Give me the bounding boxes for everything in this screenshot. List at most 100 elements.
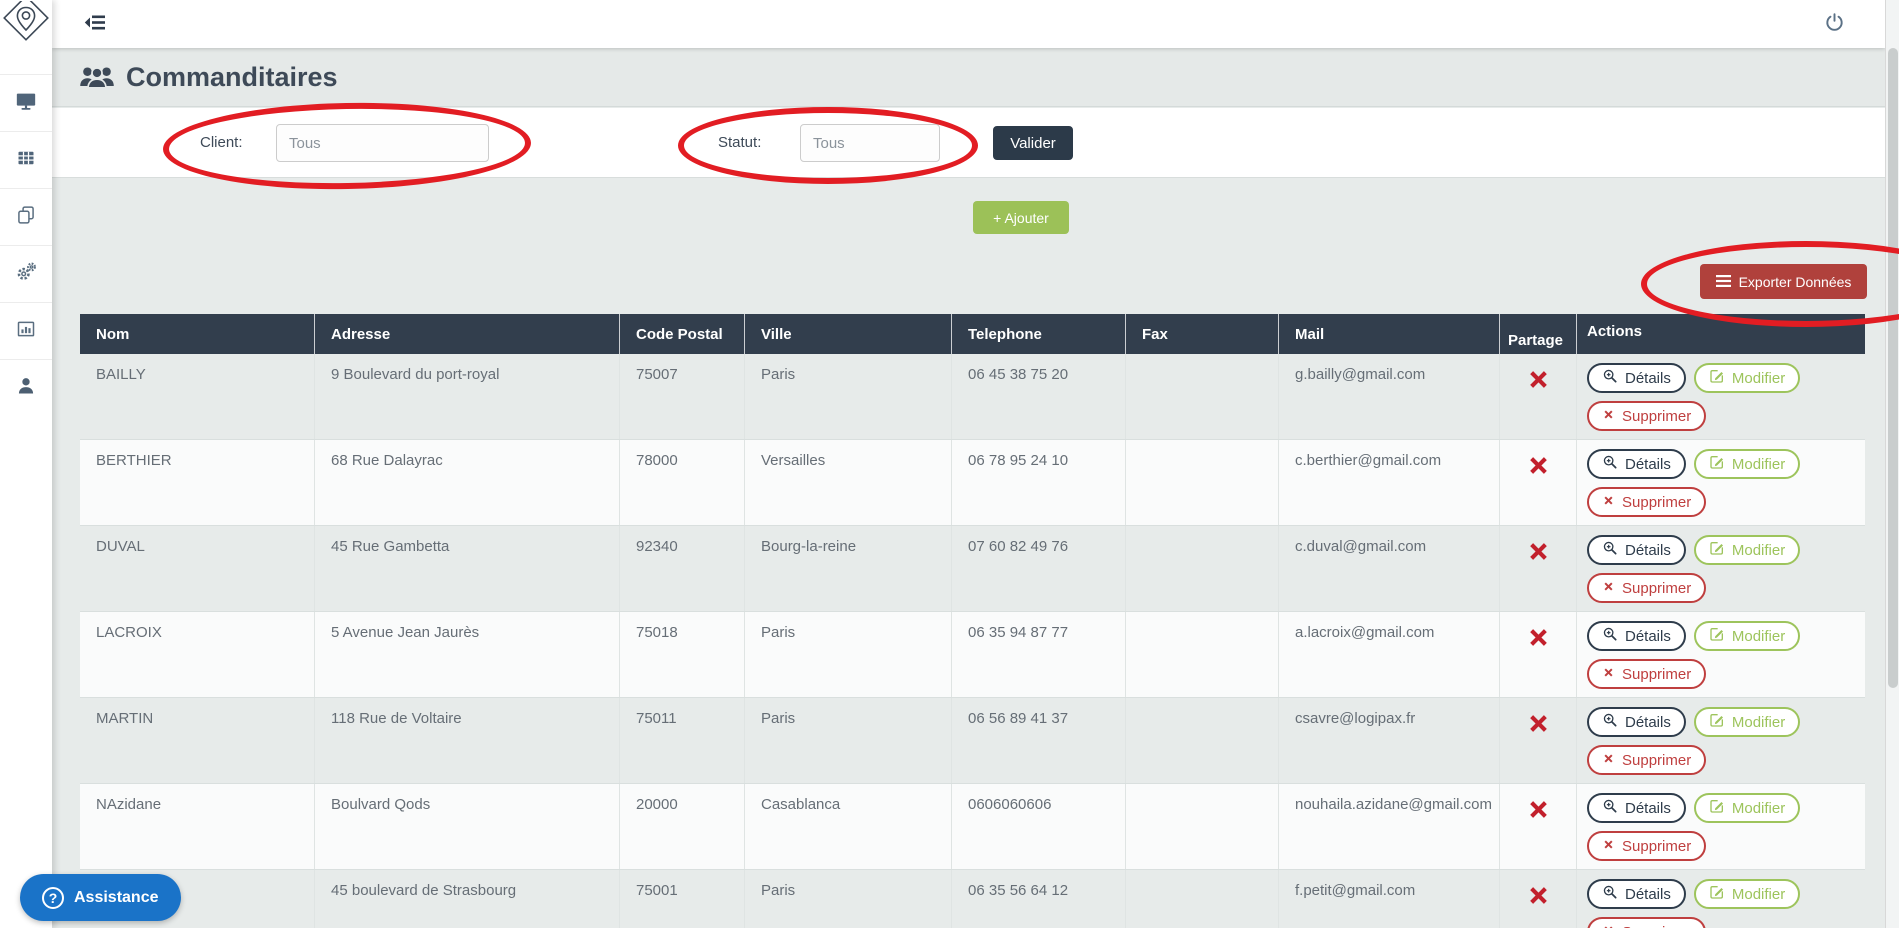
table-row: NAzidane Boulvard Qods 20000 Casablanca … bbox=[80, 784, 1865, 870]
statut-filter-value: Tous bbox=[813, 134, 845, 152]
supprimer-button[interactable]: Supprimer bbox=[1587, 487, 1707, 517]
cell-nom: DUVAL bbox=[80, 526, 315, 611]
power-icon[interactable] bbox=[1824, 12, 1845, 38]
main-content: Commanditaires Client: Tous Statut: Tous… bbox=[52, 48, 1885, 928]
zoom-in-icon bbox=[1602, 798, 1618, 818]
cell-fax bbox=[1126, 784, 1279, 869]
cell-telephone: 06 35 56 64 12 bbox=[952, 870, 1126, 928]
supprimer-button-label: Supprimer bbox=[1622, 751, 1692, 769]
supprimer-button-label: Supprimer bbox=[1622, 924, 1691, 928]
col-header-codepostal: Code Postal bbox=[620, 314, 745, 354]
delete-x-icon bbox=[1602, 924, 1615, 928]
details-button[interactable]: Détails bbox=[1587, 363, 1686, 393]
details-button-label: Détails bbox=[1625, 541, 1671, 559]
cell-partage bbox=[1500, 354, 1577, 439]
partage-no-icon bbox=[1525, 366, 1552, 439]
filter-bar: Client: Tous Statut: Tous Valider bbox=[52, 108, 1885, 178]
statut-filter-select[interactable]: Tous bbox=[800, 124, 940, 162]
cell-mail: c.duval@gmail.com bbox=[1279, 526, 1500, 611]
zoom-in-icon bbox=[1602, 368, 1618, 388]
partage-no-icon bbox=[1525, 452, 1552, 525]
sidebar-item-tables[interactable] bbox=[0, 131, 52, 188]
table-row: LACROIX 5 Avenue Jean Jaurès 75018 Paris… bbox=[80, 612, 1865, 698]
sidebar-toggle-icon[interactable] bbox=[84, 14, 106, 36]
col-header-nom: Nom bbox=[80, 314, 315, 354]
cell-codepostal: 20000 bbox=[620, 784, 745, 869]
modifier-button[interactable]: Modifier bbox=[1693, 793, 1801, 823]
cell-adresse: 45 Rue Gambetta bbox=[315, 526, 620, 611]
valider-button[interactable]: Valider bbox=[993, 126, 1073, 160]
details-button[interactable]: Détails bbox=[1587, 621, 1686, 651]
sidebar-item-documents[interactable] bbox=[0, 188, 52, 245]
gears-icon bbox=[15, 261, 37, 288]
partage-no-icon bbox=[1525, 538, 1552, 611]
delete-x-icon bbox=[1602, 838, 1615, 855]
export-button[interactable]: Exporter Données bbox=[1700, 264, 1867, 299]
details-button[interactable]: Détails bbox=[1587, 535, 1686, 565]
col-header-mail: Mail bbox=[1279, 314, 1500, 354]
user-icon bbox=[16, 376, 36, 401]
client-filter-select[interactable]: Tous bbox=[276, 124, 489, 162]
modifier-button[interactable]: Modifier bbox=[1693, 707, 1801, 737]
sidebar-item-stats[interactable] bbox=[0, 302, 52, 359]
supprimer-button[interactable]: Supprimer bbox=[1587, 401, 1707, 431]
edit-icon bbox=[1709, 368, 1725, 388]
cell-ville: Paris bbox=[745, 612, 952, 697]
delete-x-icon bbox=[1602, 494, 1615, 511]
sidebar-item-dashboard[interactable] bbox=[0, 74, 52, 131]
ajouter-button[interactable]: + Ajouter bbox=[973, 201, 1069, 234]
table-header: Nom Adresse Code Postal Ville Telephone … bbox=[80, 314, 1865, 354]
client-filter-value: Tous bbox=[289, 134, 321, 152]
details-button[interactable]: Détails bbox=[1587, 707, 1686, 737]
delete-x-icon bbox=[1602, 408, 1615, 425]
assistance-button[interactable]: ? Assistance bbox=[20, 874, 181, 921]
details-button[interactable]: Détails bbox=[1587, 449, 1686, 479]
modifier-button[interactable]: Modifier bbox=[1693, 535, 1801, 565]
cell-fax bbox=[1126, 870, 1279, 928]
cell-fax bbox=[1126, 354, 1279, 439]
export-button-label: Exporter Données bbox=[1738, 273, 1852, 290]
supprimer-button-label: Supprimer bbox=[1622, 579, 1692, 597]
cell-mail: c.berthier@gmail.com bbox=[1279, 440, 1500, 525]
cell-codepostal: 75007 bbox=[620, 354, 745, 439]
cell-telephone: 06 45 38 75 20 bbox=[952, 354, 1126, 439]
modifier-button[interactable]: Modifier bbox=[1693, 363, 1801, 393]
scrollbar[interactable] bbox=[1885, 0, 1899, 928]
details-button[interactable]: Détails bbox=[1587, 879, 1686, 909]
zoom-in-icon bbox=[1602, 540, 1618, 560]
map-pin-diamond-logo-icon bbox=[2, 0, 50, 74]
cell-actions: Détails Modifier bbox=[1577, 698, 1865, 783]
details-button[interactable]: Détails bbox=[1587, 793, 1686, 823]
cell-ville: Paris bbox=[745, 354, 952, 439]
partage-no-icon bbox=[1525, 796, 1552, 869]
cell-partage bbox=[1500, 784, 1577, 869]
col-header-partage: Partage bbox=[1500, 314, 1577, 354]
assistance-button-label: Assistance bbox=[74, 888, 159, 906]
scrollbar-thumb[interactable] bbox=[1888, 48, 1898, 688]
table-row: BAILLY 9 Boulevard du port-royal 75007 P… bbox=[80, 354, 1865, 440]
modifier-button-label: Modifier bbox=[1731, 713, 1786, 731]
col-header-fax: Fax bbox=[1126, 314, 1279, 354]
modifier-button[interactable]: Modifier bbox=[1693, 449, 1801, 479]
supprimer-button[interactable]: Supprimer bbox=[1587, 917, 1707, 928]
supprimer-button[interactable]: Supprimer bbox=[1587, 831, 1707, 861]
modifier-button[interactable]: Modifier bbox=[1693, 621, 1801, 651]
details-button-label: Détails bbox=[1625, 455, 1671, 473]
table-grid-icon bbox=[16, 148, 36, 173]
sidebar-item-settings[interactable] bbox=[0, 245, 52, 302]
cell-partage bbox=[1500, 870, 1577, 928]
table-row: PETIT 45 boulevard de Strasbourg 75001 P… bbox=[80, 870, 1865, 928]
supprimer-button[interactable]: Supprimer bbox=[1587, 573, 1707, 603]
app-logo[interactable] bbox=[0, 0, 52, 74]
delete-x-icon bbox=[1602, 666, 1615, 683]
modifier-button[interactable]: Modifier bbox=[1693, 879, 1801, 909]
statut-filter-label: Statut: bbox=[718, 134, 762, 151]
supprimer-button-label: Supprimer bbox=[1622, 407, 1692, 425]
cell-adresse: 68 Rue Dalayrac bbox=[315, 440, 620, 525]
cell-actions: Détails Modifier bbox=[1577, 612, 1865, 697]
supprimer-button[interactable]: Supprimer bbox=[1587, 745, 1707, 775]
sidebar-item-users[interactable] bbox=[0, 359, 52, 416]
supprimer-button[interactable]: Supprimer bbox=[1587, 659, 1707, 689]
modifier-button-label: Modifier bbox=[1731, 627, 1786, 645]
